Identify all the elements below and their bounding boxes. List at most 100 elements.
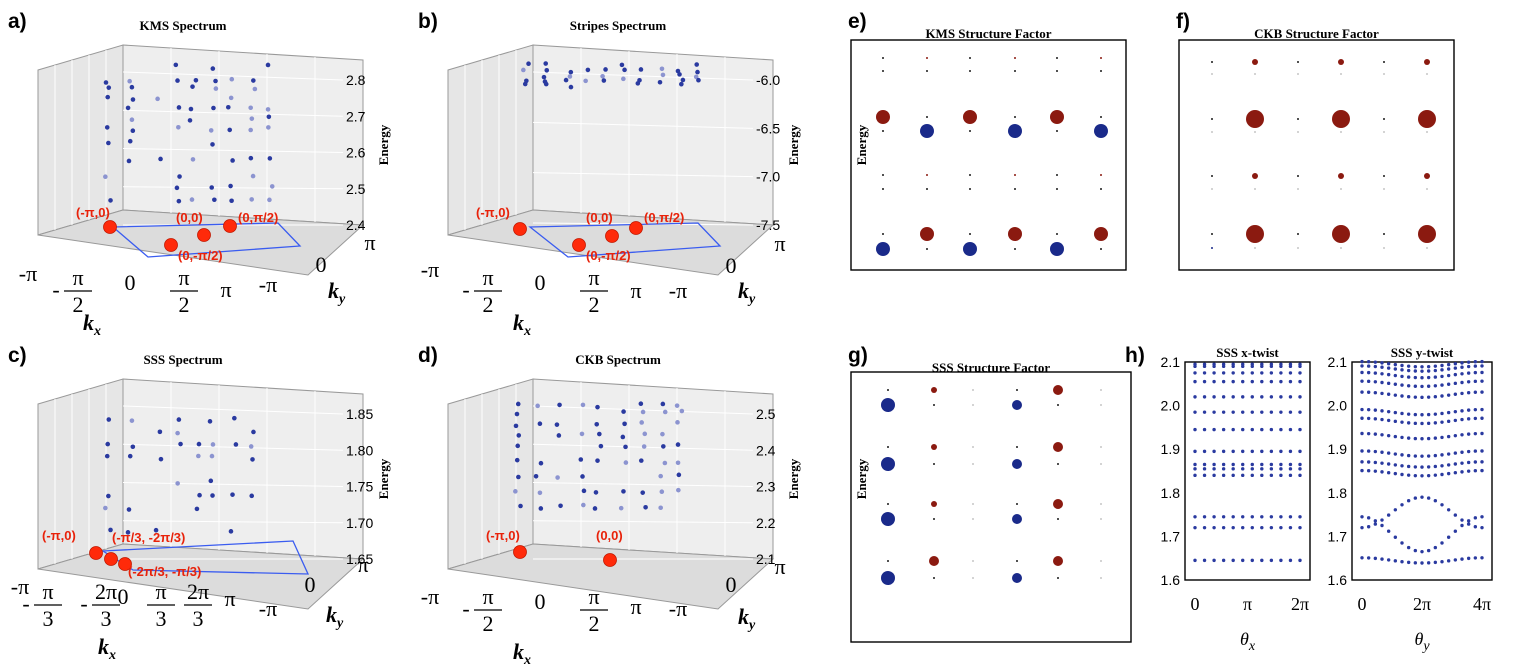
level-point: [1466, 380, 1471, 384]
level-point: [1420, 495, 1424, 499]
level-point: [1298, 515, 1302, 519]
structure-factor-point: [1014, 174, 1016, 176]
level-point: [1453, 451, 1458, 455]
level-point: [1231, 362, 1235, 366]
level-point: [1393, 452, 1398, 456]
ground-state-label: (0,-π/2): [178, 248, 223, 263]
level-point: [1433, 395, 1438, 399]
x-tick-label: π: [630, 594, 641, 619]
level-point: [1433, 436, 1438, 440]
level-point: [1288, 371, 1293, 375]
level-point: [1413, 454, 1418, 458]
level-point: [1433, 499, 1438, 503]
level-point: [1269, 467, 1274, 471]
spectrum-point: [213, 78, 218, 84]
spectrum-point: [600, 73, 605, 79]
level-point: [1250, 515, 1254, 519]
spectrum-point: [583, 78, 588, 84]
level-point: [1288, 395, 1293, 399]
structure-factor-point: [1100, 560, 1102, 562]
structure-factor-point: [1100, 463, 1102, 465]
structure-factor-point: [881, 398, 895, 412]
level-point: [1480, 370, 1484, 375]
x-tick-label: 2: [73, 292, 84, 317]
level-point: [1366, 390, 1371, 394]
level-point: [1453, 433, 1458, 438]
level-point: [1298, 410, 1302, 414]
level-point: [1221, 395, 1226, 399]
grid-line: [532, 482, 754, 487]
y-tick-label: 1.7: [1328, 528, 1348, 544]
level-point: [1413, 561, 1418, 565]
level-point: [1480, 449, 1484, 453]
spectrum-point: [175, 430, 180, 436]
level-point: [1460, 461, 1464, 465]
level-point: [1480, 556, 1484, 560]
spectrum-point: [521, 67, 526, 73]
level-point: [1212, 462, 1216, 467]
spectrum-point: [267, 197, 272, 203]
spectrum-point: [265, 62, 271, 68]
level-point: [1466, 417, 1471, 421]
structure-factor-point: [1100, 503, 1102, 505]
level-point: [1393, 410, 1398, 415]
panel-label: c): [8, 344, 27, 367]
level-point: [1460, 557, 1464, 561]
panel-label: d): [418, 344, 438, 367]
level-point: [1373, 519, 1378, 523]
level-point: [1380, 450, 1384, 454]
level-point: [1250, 410, 1254, 414]
level-point: [1269, 462, 1274, 467]
x-axis-label: kx: [513, 310, 531, 339]
level-point: [1221, 427, 1226, 432]
level-point: [1269, 473, 1274, 478]
z-tick-label: -6.0: [756, 72, 780, 88]
grid-line: [122, 109, 344, 117]
structure-factor-point: [1383, 73, 1385, 75]
ground-state-label: (0,π/2): [644, 210, 684, 225]
level-point: [1260, 558, 1264, 563]
x-tick-label: 2π: [1413, 594, 1431, 614]
spectrum-point: [173, 62, 179, 68]
spectrum-point: [125, 530, 131, 535]
plot-frame: [850, 371, 1132, 643]
z-axis-label: Energy: [376, 458, 391, 499]
floor: [447, 543, 775, 610]
structure-factor-point: [1252, 173, 1258, 179]
spectrum-point: [621, 409, 626, 414]
level-point: [1466, 460, 1471, 465]
y-axis-label: ky: [738, 278, 756, 307]
level-point: [1221, 558, 1226, 563]
spectrum-point: [230, 158, 235, 163]
spectrum-point: [129, 117, 135, 123]
spectrum-point: [208, 478, 214, 484]
x-axis-label: kx: [98, 634, 116, 663]
spectrum-point: [251, 78, 256, 83]
grid-line: [532, 520, 754, 524]
structure-factor-point: [1254, 73, 1256, 75]
structure-factor-point: [1383, 247, 1385, 249]
structure-factor-point: [1297, 118, 1299, 120]
structure-factor-point: [931, 387, 937, 393]
level-point: [1386, 418, 1391, 423]
level-point: [1380, 361, 1384, 365]
structure-factor-point: [1426, 188, 1428, 190]
structure-factor-point: [926, 70, 928, 72]
ground-state-point: [605, 229, 619, 243]
level-point: [1440, 383, 1444, 387]
level-point: [1413, 395, 1418, 399]
y-tick-label: 1.6: [1328, 572, 1348, 588]
x-tick-label: 2: [589, 611, 600, 636]
level-point: [1460, 450, 1464, 454]
level-point: [1413, 364, 1418, 369]
level-point: [1241, 449, 1245, 454]
spectrum-point: [157, 429, 163, 435]
spectrum-point: [189, 197, 195, 202]
spectrum-point: [621, 76, 626, 82]
level-point: [1380, 557, 1384, 561]
level-point: [1193, 473, 1197, 478]
z-tick-label: 2.8: [346, 72, 366, 88]
structure-factor-point: [1383, 118, 1385, 120]
spectrum-point: [228, 529, 234, 534]
level-point: [1298, 558, 1302, 563]
